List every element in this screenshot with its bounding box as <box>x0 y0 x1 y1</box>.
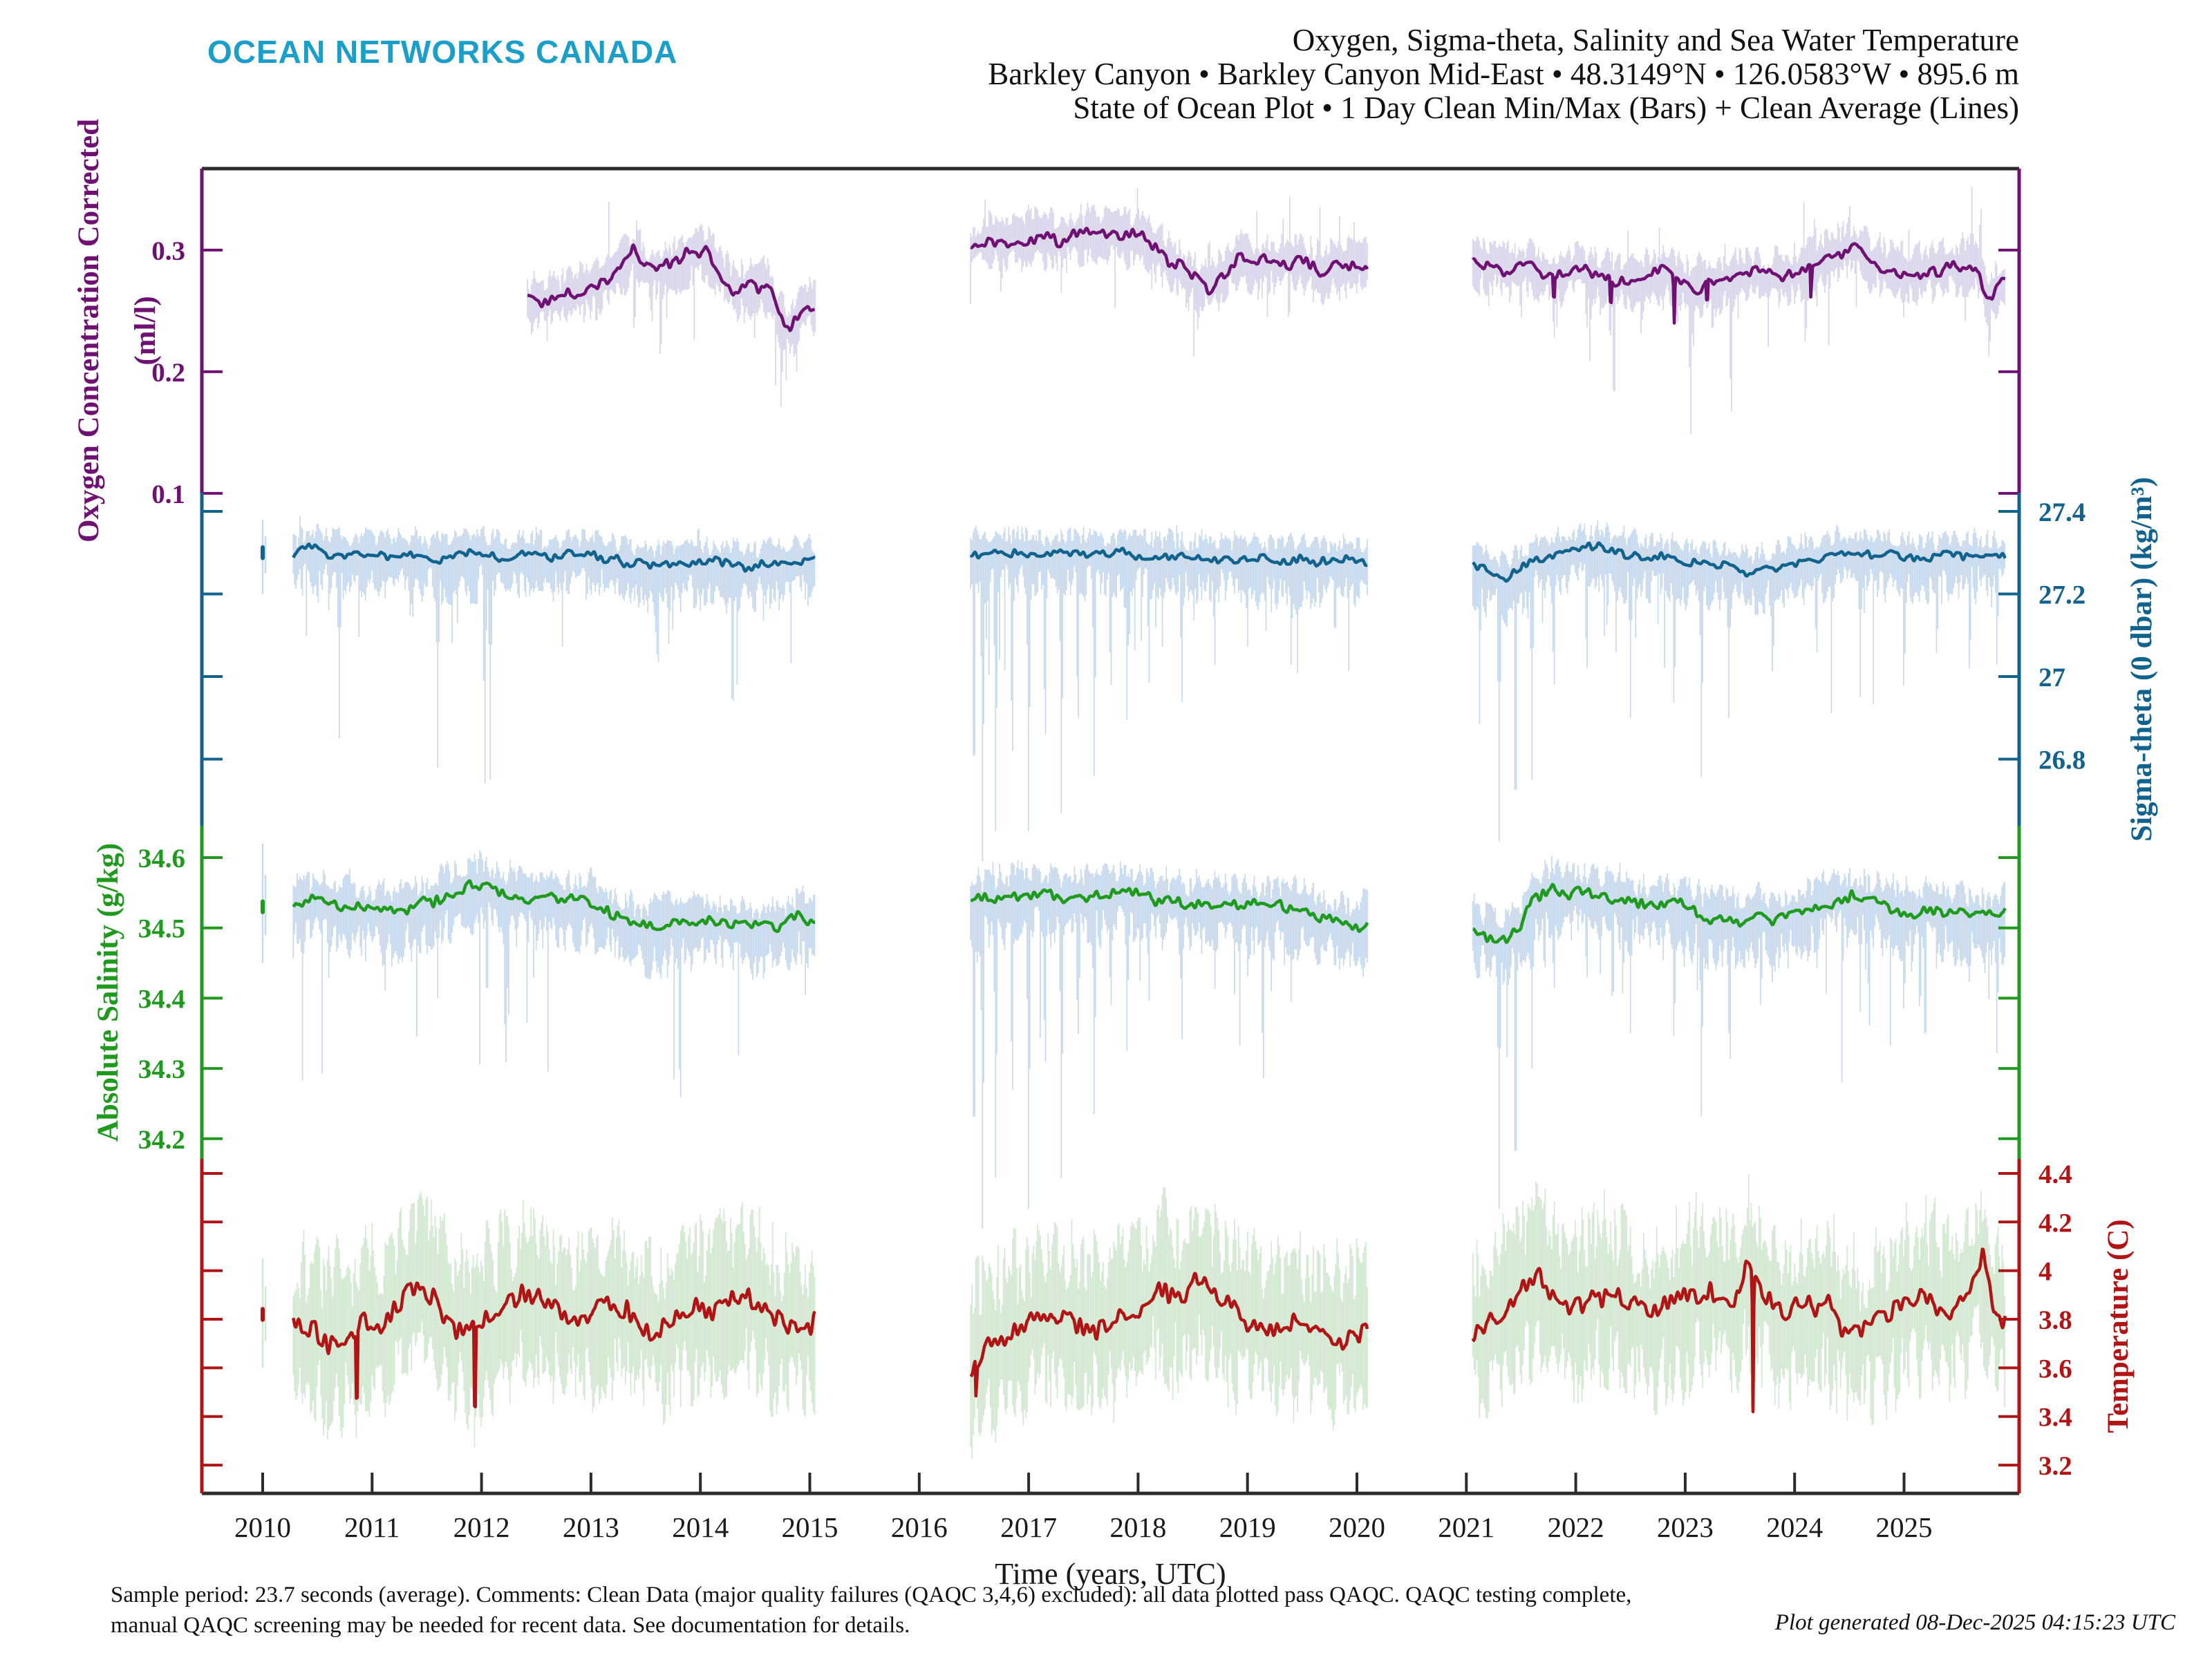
temperature-minmax-bars-segment-2 <box>970 1187 1368 1460</box>
x-tick-label-2019: 2019 <box>1219 1511 1276 1543</box>
footer-line1: Sample period: 23.7 seconds (average). C… <box>111 1583 1632 1607</box>
temperature-average-line-segment-1 <box>292 1281 816 1408</box>
temperature-average-line-segment-2 <box>969 1272 1369 1398</box>
y-tick-label-temperature-4.4: 4.4 <box>2038 1160 2072 1189</box>
x-tick-label-2023: 2023 <box>1657 1511 1714 1543</box>
salinity-average-line-segment-2 <box>970 887 1369 934</box>
x-tick-label-2010: 2010 <box>234 1511 291 1543</box>
plot-title-line1: Oxygen, Sigma-theta, Salinity and Sea Wa… <box>1292 23 2019 57</box>
ocean-networks-canada-logo: OCEAN NETWORKS CANADA <box>207 34 678 70</box>
x-tick-label-2012: 2012 <box>453 1511 510 1543</box>
x-tick-label-2025: 2025 <box>1876 1511 1933 1543</box>
sigma_theta-average-line-segment-2 <box>969 547 1368 568</box>
oxygen-average-line-segment-3 <box>1472 242 2006 325</box>
temperature-average-line-segment-3 <box>1471 1247 2007 1413</box>
y-tick-label-oxygen-0.3: 0.3 <box>151 236 185 266</box>
y-tick-label-oxygen-0.2: 0.2 <box>151 358 185 388</box>
sigma_theta-minmax-bars-segment-2 <box>970 525 1368 862</box>
y-tick-label-temperature-3.8: 3.8 <box>2038 1305 2072 1335</box>
y-axis-title-oxygen: Oxygen Concentration Corrected <box>73 119 105 542</box>
salinity-minmax-bars-segment-2 <box>970 860 1368 1229</box>
y-axis-title-sigma_theta: Sigma-theta (0 dbar) (kg/m³) <box>2126 477 2158 842</box>
x-tick-label-2016: 2016 <box>891 1511 948 1543</box>
y-tick-label-temperature-3.2: 3.2 <box>2038 1451 2072 1481</box>
x-tick-label-2021: 2021 <box>1438 1511 1494 1543</box>
y-tick-label-sigma_theta-26.8: 26.8 <box>2038 746 2086 775</box>
y-tick-label-temperature-4: 4 <box>2038 1257 2052 1287</box>
oxygen-minmax-bars-segment-3 <box>1472 187 2005 435</box>
plot-title-line3: State of Ocean Plot • 1 Day Clean Min/Ma… <box>1073 91 2019 125</box>
temperature-minmax-bars-segment-1 <box>292 1191 816 1447</box>
x-tick-label-2024: 2024 <box>1766 1511 1823 1543</box>
y-tick-label-salinity-34.6: 34.6 <box>138 844 185 874</box>
x-tick-label-2020: 2020 <box>1329 1511 1385 1543</box>
y-axis-title-salinity: Absolute Salinity (g/kg) <box>92 843 124 1142</box>
plot-title-block: Oxygen, Sigma-theta, Salinity and Sea Wa… <box>988 23 2019 125</box>
y-axis-title-temperature: Temperature (C) <box>2102 1219 2135 1433</box>
temperature-minmax-bars-segment-3 <box>1472 1173 2005 1426</box>
salinity-average-line-segment-3 <box>1472 882 2007 944</box>
y-tick-label-sigma_theta-27.4: 27.4 <box>2038 498 2086 527</box>
sigma_theta-average-line-segment-1 <box>292 542 816 573</box>
plot-generated-timestamp: Plot generated 08-Dec-2025 04:15:23 UTC <box>1774 1610 2175 1635</box>
y-tick-label-oxygen-0.1: 0.1 <box>151 480 185 509</box>
x-tick-label-2014: 2014 <box>672 1511 729 1543</box>
y-tick-label-salinity-34.4: 34.4 <box>138 984 185 1014</box>
y-tick-label-temperature-3.4: 3.4 <box>2038 1403 2072 1433</box>
plot-title-line2: Barkley Canyon • Barkley Canyon Mid-East… <box>988 57 2019 91</box>
y-tick-label-sigma_theta-27.2: 27.2 <box>2038 580 2086 610</box>
y-tick-label-salinity-34.5: 34.5 <box>138 914 185 944</box>
footer-line2: manual QAQC screening may be needed for … <box>111 1613 910 1638</box>
x-tick-label-2018: 2018 <box>1109 1511 1166 1543</box>
salinity-minmax-bars-segment-1 <box>292 850 816 1097</box>
footer-comments: Sample period: 23.7 seconds (average). C… <box>111 1580 1631 1641</box>
x-tick-label-2013: 2013 <box>563 1511 619 1543</box>
oxygen-average-line-segment-2 <box>970 227 1369 296</box>
oxygen-average-line-segment-1 <box>527 243 816 332</box>
oxygen-minmax-bars-segment-2 <box>970 187 1368 357</box>
sigma_theta-average-line-segment-3 <box>1472 541 2007 583</box>
y-tick-label-temperature-3.6: 3.6 <box>2038 1354 2072 1384</box>
x-tick-label-2017: 2017 <box>1000 1511 1057 1543</box>
salinity-average-line-segment-1 <box>292 879 816 934</box>
oxygen-minmax-bars-segment-1 <box>527 201 816 407</box>
sigma_theta-minmax-bars-segment-3 <box>1472 520 2005 842</box>
y-tick-label-salinity-34.3: 34.3 <box>138 1055 185 1084</box>
x-tick-label-2011: 2011 <box>344 1511 400 1543</box>
x-axis-title: Time (years, UTC) <box>995 1557 1226 1591</box>
x-tick-label-2022: 2022 <box>1548 1511 1604 1543</box>
y-tick-label-sigma_theta-27: 27 <box>2038 663 2065 692</box>
y-tick-label-temperature-4.2: 4.2 <box>2038 1208 2072 1238</box>
x-tick-label-2015: 2015 <box>782 1511 838 1543</box>
y-axis-title2-oxygen: (ml/l) <box>129 296 162 365</box>
y-tick-label-salinity-34.2: 34.2 <box>138 1125 185 1155</box>
